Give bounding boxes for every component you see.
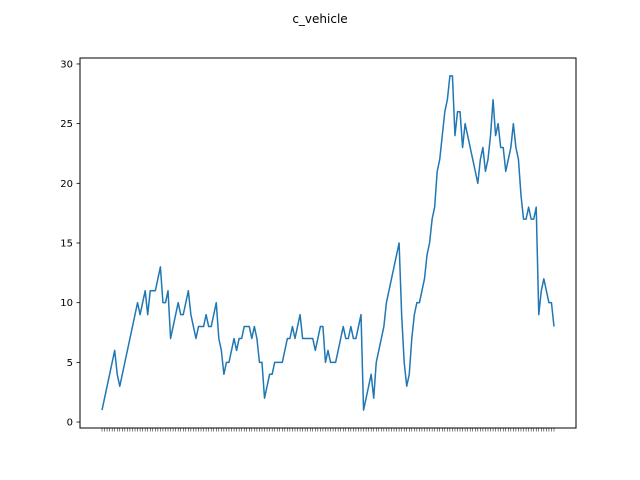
x-axis (101, 428, 555, 432)
y-axis: 0 5 10 15 20 25 30 (60, 59, 80, 429)
series-layer (101, 75, 555, 411)
y-tick-label: 0 (67, 418, 73, 429)
y-tick-label: 30 (60, 59, 73, 70)
series-line (101, 75, 555, 411)
y-tick-label: 20 (60, 179, 73, 190)
chart-title: c_vehicle (292, 12, 347, 26)
y-tick-label: 5 (67, 358, 73, 369)
y-tick-label: 25 (60, 119, 73, 130)
y-tick-label: 10 (60, 298, 73, 309)
y-tick-label: 15 (60, 239, 73, 250)
